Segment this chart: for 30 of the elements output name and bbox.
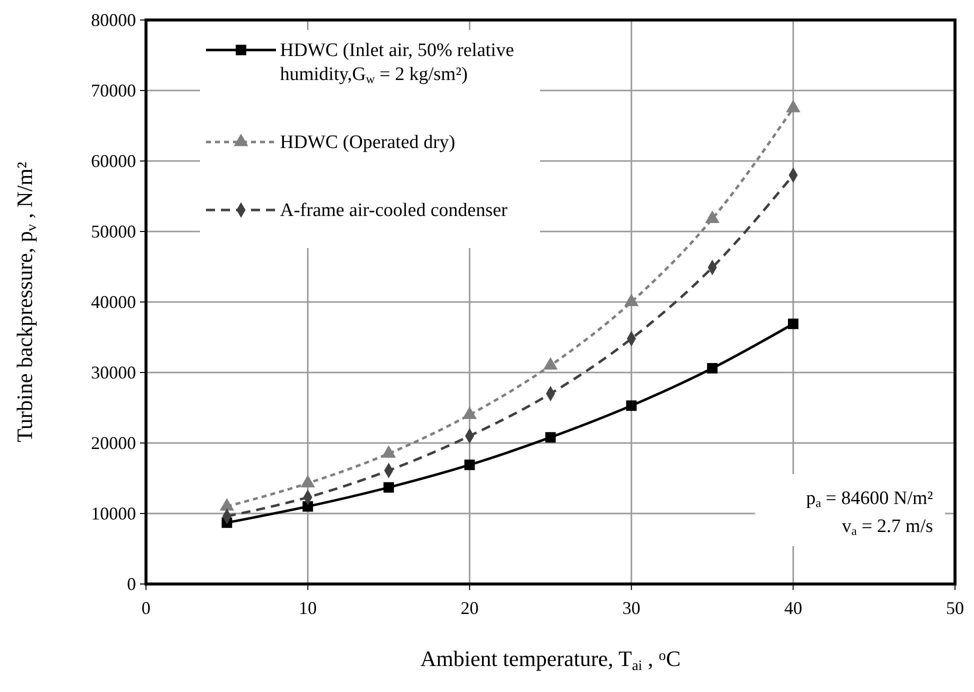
y-tick-label: 80000 [91,10,136,30]
x-tick-label: 50 [946,598,964,618]
point [786,100,800,112]
point [383,482,394,493]
annotation: p$_{a}$ = 84600 N/m² [806,488,934,510]
point [788,318,798,330]
legend-label: HDWC (Operated dry) [280,132,456,153]
x-tick-label: 40 [784,598,802,618]
x-tick-label: 10 [298,598,317,618]
x-tick-label: 0 [142,598,150,618]
y-tick-label: 70000 [91,80,136,100]
annotation: v$_{a}$ = 2.7 m/s [842,516,933,538]
point [626,400,637,411]
x-tick-label: 30 [622,598,640,618]
point [464,460,475,470]
y-tick-label: 10000 [91,504,136,524]
y-tick-label: 40000 [91,292,136,312]
point [707,363,718,374]
y-tick-label: 20000 [91,433,136,453]
y-tick-label: 60000 [91,151,136,171]
note-box: p$_{a}$ = 84600 N/m² v$_{a}$ = 2.7 m/s [755,474,945,546]
legend-label: A-frame air-cooled condenser [280,200,508,221]
point [302,501,314,512]
legend-label: HDWC (Inlet air, 50% relative humidity,G$_{w}$ = 2 kg/sm²) [280,40,514,86]
y-tick-label: 50000 [91,222,136,242]
x-axis-title: Ambient temperature, T$_{ai}$ , $^{o}$C [420,646,681,674]
x-tick-label: 20 [460,598,479,618]
point [545,432,556,443]
y-tick-label: 0 [127,574,136,594]
y-tick-label: 30000 [91,362,136,382]
